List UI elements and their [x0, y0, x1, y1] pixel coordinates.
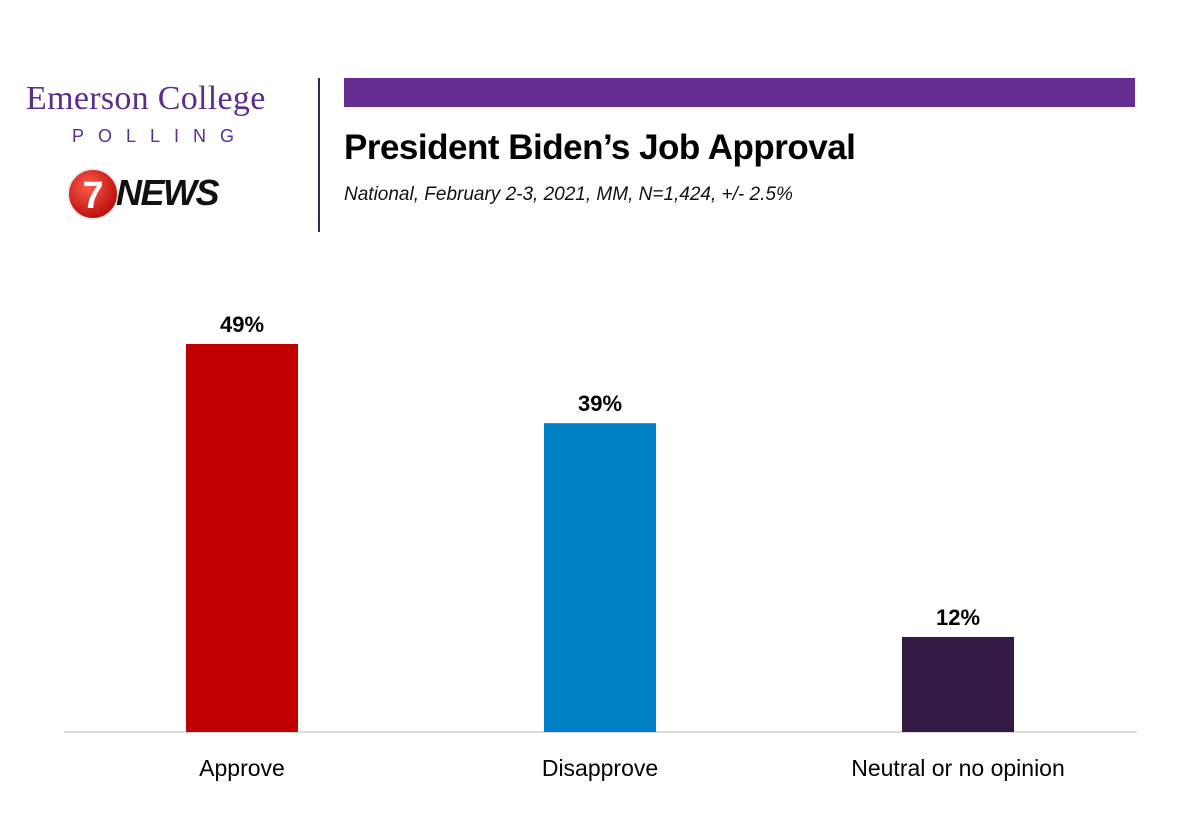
chart-subtitle: National, February 2-3, 2021, MM, N=1,42…	[344, 184, 793, 205]
emerson-college-logo: Emerson College	[26, 80, 266, 117]
7news-logo: 7 NEWS	[66, 166, 236, 222]
data-label: 49%	[220, 312, 264, 337]
7news-wordmark: NEWS	[116, 172, 220, 213]
bar-disapprove	[544, 423, 656, 732]
data-label: 39%	[578, 391, 622, 416]
category-label: Neutral or no opinion	[851, 755, 1065, 781]
header-divider	[318, 78, 320, 232]
chart-title: President Biden’s Job Approval	[344, 128, 856, 167]
data-label: 12%	[936, 605, 980, 630]
7news-badge-icon: 7	[67, 168, 119, 220]
category-label: Approve	[199, 755, 285, 781]
bar-neutral-or-no-opinion	[902, 636, 1014, 732]
7news-badge-number: 7	[82, 175, 103, 217]
header-accent-bar	[344, 78, 1135, 107]
polling-logo-text: POLLING	[72, 126, 249, 146]
bar-approve	[186, 344, 298, 732]
category-label: Disapprove	[542, 755, 658, 781]
